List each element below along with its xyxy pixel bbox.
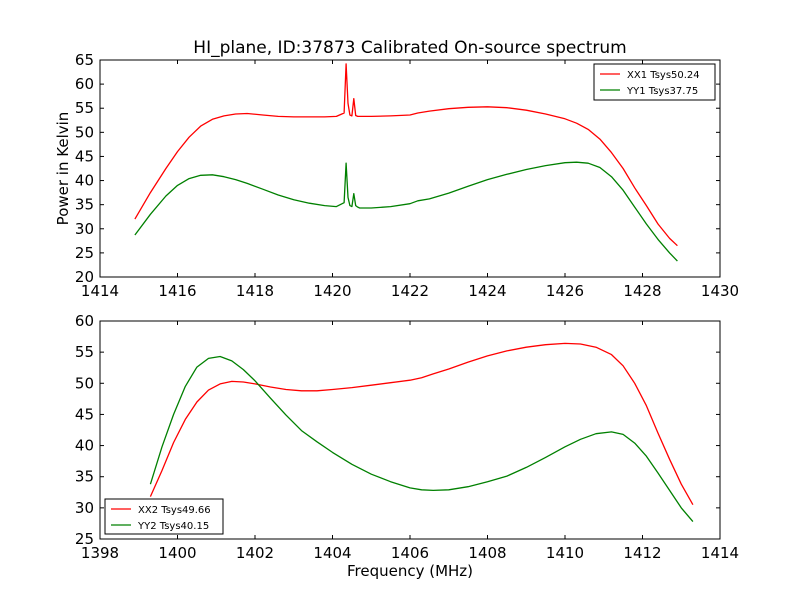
y-tick-label: 40 bbox=[75, 172, 94, 190]
y-tick-label: 20 bbox=[75, 268, 94, 286]
x-tick-label: 1420 bbox=[313, 282, 351, 300]
x-tick-label: 1428 bbox=[623, 282, 661, 300]
x-tick-label: 1408 bbox=[468, 544, 506, 562]
y-tick-label: 35 bbox=[75, 196, 94, 214]
top-subplot: 1414 1416 1418 1420 1422 1424 1426 1428 1430 20 25… bbox=[54, 51, 739, 300]
legend-label: YY2 Tsys40.15 bbox=[137, 521, 209, 532]
x-tick-label: 1422 bbox=[391, 282, 429, 300]
x-tick-label: 1400 bbox=[158, 544, 196, 562]
x-tick-label: 1416 bbox=[158, 282, 196, 300]
y-axis-label: Power in Kelvin bbox=[54, 112, 72, 226]
bottom-subplot: 1398 1400 1402 1404 1406 1408 1410 1412 1414 25 30… bbox=[75, 312, 739, 580]
y-tick-label: 45 bbox=[75, 147, 94, 165]
figure-title: HI_plane, ID:37873 Calibrated On-source … bbox=[193, 38, 626, 58]
legend-label: YY1 Tsys37.75 bbox=[626, 86, 698, 97]
y-tick-label: 30 bbox=[75, 220, 94, 238]
series-line-2 bbox=[149, 355, 694, 523]
x-tick-label: 1424 bbox=[468, 282, 506, 300]
y-tick-label: 55 bbox=[75, 343, 94, 361]
x-tick-label: 1412 bbox=[623, 544, 661, 562]
y-tick-label: 25 bbox=[75, 244, 94, 262]
x-tick-label: 1402 bbox=[236, 544, 274, 562]
y-tick-label: 60 bbox=[75, 75, 94, 93]
series-line-2 bbox=[134, 161, 678, 262]
y-tick-label: 35 bbox=[75, 468, 94, 486]
x-tick-label: 1398 bbox=[81, 544, 119, 562]
series-line-1 bbox=[149, 342, 694, 506]
x-tick-label: 1414 bbox=[701, 544, 739, 562]
x-tick-label: 1404 bbox=[313, 544, 351, 562]
legend-box bbox=[593, 63, 716, 101]
y-tick-label: 40 bbox=[75, 437, 94, 455]
y-tick-label: 65 bbox=[75, 51, 94, 69]
series-line-1 bbox=[134, 63, 678, 247]
x-tick-label: 1414 bbox=[81, 282, 119, 300]
legend-label: XX2 Tsys49.66 bbox=[138, 505, 211, 516]
x-tick-label: 1426 bbox=[546, 282, 584, 300]
x-tick-label: 1418 bbox=[236, 282, 274, 300]
y-tick-label: 45 bbox=[75, 405, 94, 423]
y-tick-label: 25 bbox=[75, 530, 94, 548]
y-tick-label: 55 bbox=[75, 99, 94, 117]
x-axis-label: Frequency (MHz) bbox=[347, 562, 473, 580]
y-tick-label: 60 bbox=[75, 312, 94, 330]
legend-label: XX1 Tsys50.24 bbox=[627, 70, 700, 81]
x-tick-label: 1410 bbox=[546, 544, 584, 562]
x-tick-label: 1430 bbox=[701, 282, 739, 300]
x-tick-label: 1406 bbox=[391, 544, 429, 562]
y-tick-label: 30 bbox=[75, 499, 94, 517]
y-tick-label: 50 bbox=[75, 123, 94, 141]
y-tick-label: 50 bbox=[75, 374, 94, 392]
legend-box bbox=[104, 498, 224, 535]
